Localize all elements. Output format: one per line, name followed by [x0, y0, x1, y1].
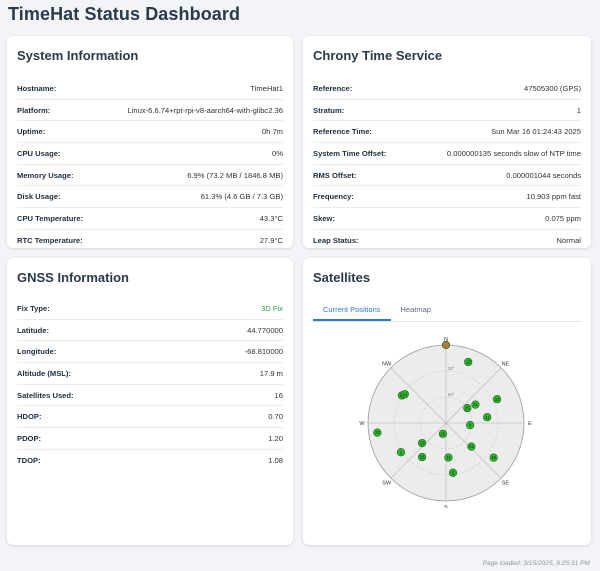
compass-label-e: E — [528, 421, 532, 427]
system-info-rows: Hostname: TimeHat1 Platform: Linux-6.6.74+… — [17, 78, 283, 251]
satellites-tabs: Current Positions Heatmap — [313, 301, 581, 322]
compass-label-nw: NW — [382, 362, 392, 368]
system-row-platform: Platform: Linux-6.6.74+rpt-rpi-v8-aarch64… — [17, 100, 283, 122]
satellite-label: 19 — [420, 441, 425, 446]
satellite-label: 22 — [375, 430, 380, 435]
azimuth-line — [445, 367, 502, 424]
gnss-row-altitude: Altitude (MSL): 17.9 m — [17, 363, 283, 385]
system-row-cpu-usage: CPU Usage: 0% — [17, 143, 283, 165]
chrony-row-skew: Skew: 0.075 ppm — [313, 208, 581, 230]
gnss-row-hdop: HDOP: 0.70 — [17, 406, 283, 429]
satellites-card: Satellites Current Positions Heatmap N NE… — [303, 258, 591, 545]
chrony-row-rms-offset: RMS Offset: 0.000001044 seconds — [313, 165, 581, 187]
satellite-label: 31 — [485, 415, 490, 420]
chrony-rows: Reference: 47505300 (GPS) Stratum: 1 Refer… — [313, 78, 581, 251]
chrony-row-leap-status: Leap Status: Normal — [313, 235, 581, 245]
gnss-row-longitude: Longitude: -68.810000 — [17, 341, 283, 364]
satellite-marker — [466, 421, 475, 430]
satellite-label: 14 — [402, 392, 407, 397]
chrony-row-system-offset: System Time Offset: 0.000000135 seconds s… — [313, 143, 581, 165]
page-loaded-timestamp: Page loaded: 3/15/2025, 9:25:31 PM — [482, 560, 590, 567]
satellite-marker — [448, 468, 458, 477]
gnss-row-tdop: TDOP: 1.08 — [17, 455, 283, 465]
satellite-label: 21 — [473, 402, 478, 407]
chrony-row-reference-time: Reference Time: Sun Mar 16 01:24:43 2025 — [313, 121, 581, 144]
satellite-label: 12 — [466, 360, 471, 365]
azimuth-line — [390, 422, 447, 479]
compass-label-w: W — [359, 421, 365, 427]
compass-label-n: N — [444, 337, 448, 343]
tab-heatmap[interactable]: Heatmap — [400, 305, 431, 314]
satellite-marker — [441, 340, 451, 350]
chrony-title: Chrony Time Service — [313, 48, 443, 63]
gnss-row-fix-type: Fix Type: 3D Fix — [17, 298, 283, 320]
tab-current-positions[interactable]: Current Positions — [313, 301, 391, 321]
satellite-label: 25 — [465, 406, 470, 411]
compass-label-se: SE — [502, 480, 510, 486]
satellite-marker — [396, 448, 406, 457]
satellite-label: 10 — [495, 397, 500, 402]
satellite-label: 21 — [469, 444, 474, 449]
elevation-label-60: 60° — [448, 392, 455, 397]
compass-label-ne: NE — [502, 362, 510, 368]
gnss-row-pdop: PDOP: 1.20 — [17, 428, 283, 450]
compass-label-sw: SW — [382, 480, 392, 486]
satellite-marker — [373, 428, 382, 437]
satellite-label: 18 — [491, 455, 496, 460]
satellite-label: 26 — [420, 455, 425, 460]
system-row-rtc-temp: RTC Temperature: 27.9°C — [17, 235, 283, 245]
satellite-marker — [464, 357, 473, 367]
satellite-marker — [463, 403, 472, 413]
satellite-marker — [444, 453, 453, 462]
elevation-label-30: 30° — [448, 366, 455, 371]
gnss-row-satellites-used: Satellites Used: 16 — [17, 385, 283, 407]
satellite-label: 11 — [446, 455, 451, 460]
satellite-marker — [467, 442, 476, 451]
satellite-label: 29 — [441, 431, 446, 436]
system-row-disk-usage: Disk Usage: 61.3% (4.6 GB / 7.3 GB) — [17, 186, 283, 209]
system-row-memory-usage: Memory Usage: 6.9% (73.2 MB / 1846.8 MB) — [17, 165, 283, 187]
satellites-title: Satellites — [313, 270, 371, 285]
system-info-title: System Information — [17, 48, 139, 63]
gnss-rows: Fix Type: 3D Fix Latitude: 44.770000 Longi… — [17, 298, 283, 471]
satellite-marker — [400, 390, 409, 399]
gnss-title: GNSS Information — [17, 270, 129, 285]
sky-plot: NNEESESSWWNW30°60°1213141021312562219292… — [359, 337, 532, 508]
satellite-marker — [483, 413, 492, 422]
satellite-marker — [438, 429, 447, 438]
satellite-label: 1 — [400, 450, 403, 455]
chrony-row-stratum: Stratum: 1 — [313, 100, 581, 122]
gnss-card: GNSS Information Fix Type: 3D Fix Latitud… — [7, 258, 293, 545]
system-row-uptime: Uptime: 0h 7m — [17, 121, 283, 144]
chrony-card: Chrony Time Service Reference: 47505300 (… — [303, 36, 591, 248]
satellite-label: 6 — [469, 423, 472, 428]
satellite-marker — [492, 395, 502, 404]
gnss-row-latitude: Latitude: 44.770000 — [17, 320, 283, 342]
satellite-marker — [471, 400, 480, 409]
chrony-row-frequency: Frequency: 10.903 ppm fast — [313, 186, 581, 209]
chrony-row-reference: Reference: 47505300 (GPS) — [313, 78, 581, 100]
system-info-card: System Information Hostname: TimeHat1 Pla… — [7, 36, 293, 248]
satellite-marker — [418, 452, 427, 462]
system-row-cpu-temp: CPU Temperature: 43.3°C — [17, 208, 283, 230]
compass-label-s: S — [444, 505, 448, 508]
system-row-hostname: Hostname: TimeHat1 — [17, 78, 283, 100]
satellite-marker — [417, 438, 427, 448]
azimuth-line — [445, 422, 502, 479]
page-title: TimeHat Status Dashboard — [8, 4, 241, 24]
satellite-label: 5 — [452, 470, 455, 475]
fix-status-value: 3D Fix — [261, 303, 283, 313]
azimuth-line — [390, 367, 447, 424]
satellite-marker — [489, 453, 498, 462]
